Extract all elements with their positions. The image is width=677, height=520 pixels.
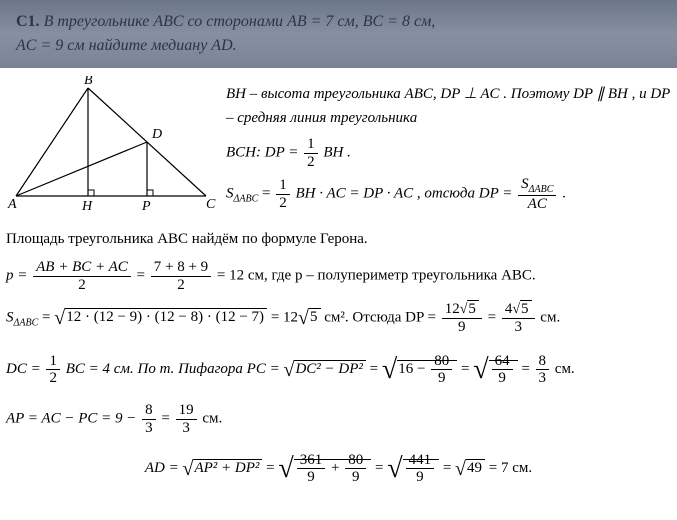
- sqrt5-1: √5: [298, 299, 320, 337]
- sqrt-ad4: √49: [455, 450, 485, 488]
- sqrt-ad2: √3619 + 809: [278, 442, 371, 495]
- svg-text:C: C: [206, 197, 216, 211]
- svg-text:P: P: [141, 199, 151, 211]
- frac-dp1: 12√59: [442, 301, 482, 335]
- frac-s-ac: SΔABCAC: [518, 176, 556, 213]
- problem-ab: AB = 7 см: [287, 13, 355, 30]
- top-row: A B C H P D BH – высота треугольника ABC, DP …: [0, 68, 677, 219]
- body-block: Площадь треугольника ABC найдём по форму…: [0, 225, 677, 496]
- s-sym-2: S: [6, 309, 14, 325]
- svg-text:H: H: [81, 199, 93, 211]
- frac-ap1: 83: [142, 402, 156, 436]
- problem-text-2: со сторонами: [184, 13, 288, 30]
- sol-p1b-before: BCH: DP =: [226, 144, 302, 160]
- svg-text:D: D: [151, 127, 162, 142]
- s-sym-1: S: [226, 186, 234, 202]
- frac-half-1: 12: [304, 136, 318, 170]
- svg-text:B: B: [84, 76, 93, 88]
- frac-dp2: 4√53: [502, 301, 535, 335]
- sol-p2-end: .: [562, 186, 566, 202]
- sol-p1a: BH – высота треугольника ABC, DP ⊥ AC . …: [226, 86, 670, 126]
- sqrt-ad3: √4419: [387, 442, 439, 495]
- s-sub-1: ΔABC: [234, 194, 259, 205]
- problem-tri: ABC: [153, 13, 183, 30]
- right-text-block: BH – высота треугольника ABC, DP ⊥ AC . …: [216, 76, 671, 219]
- sol-p4-after: = 12 см, где p – полупериметр треугольни…: [217, 267, 536, 283]
- problem-statement: C1. В треугольнике ABC со сторонами AB =…: [0, 0, 677, 68]
- problem-ac: AC = 9 см: [16, 37, 85, 54]
- frac-ap2: 193: [176, 402, 197, 436]
- problem-median: AD: [211, 37, 232, 54]
- eq-1: =: [258, 186, 274, 202]
- frac-dc: 12: [46, 353, 60, 387]
- problem-bc: BC = 8 см: [363, 13, 432, 30]
- sol-p1b-after: BH .: [323, 144, 351, 160]
- frac-pc: 83: [536, 353, 550, 387]
- frac-p1: AB + BC + AC2: [33, 259, 131, 293]
- sqrt-pc1: √DC² − DP²: [283, 351, 365, 389]
- p-eq: p =: [6, 267, 31, 283]
- problem-label: C1.: [16, 13, 40, 30]
- sol-p3: Площадь треугольника ABC найдём по форму…: [6, 225, 671, 254]
- problem-text-1: В треугольнике: [40, 13, 154, 30]
- sol-p2-mid: BH · AC = DP · AC , отсюда DP =: [295, 186, 516, 202]
- sqrt-ad1: √AP² + DP²: [182, 450, 262, 488]
- frac-p2: 7 + 8 + 92: [151, 259, 211, 293]
- sqrt-heron: √12 · (12 − 9) · (12 − 8) · (12 − 7): [54, 299, 267, 337]
- triangle-diagram: A B C H P D: [6, 76, 216, 211]
- frac-half-2: 12: [276, 177, 290, 211]
- sqrt-pc2: √16 − 809: [382, 343, 457, 396]
- sqrt-pc3: √649: [473, 343, 517, 396]
- svg-text:A: A: [7, 197, 17, 211]
- problem-text-3: найдите медиану: [85, 37, 212, 54]
